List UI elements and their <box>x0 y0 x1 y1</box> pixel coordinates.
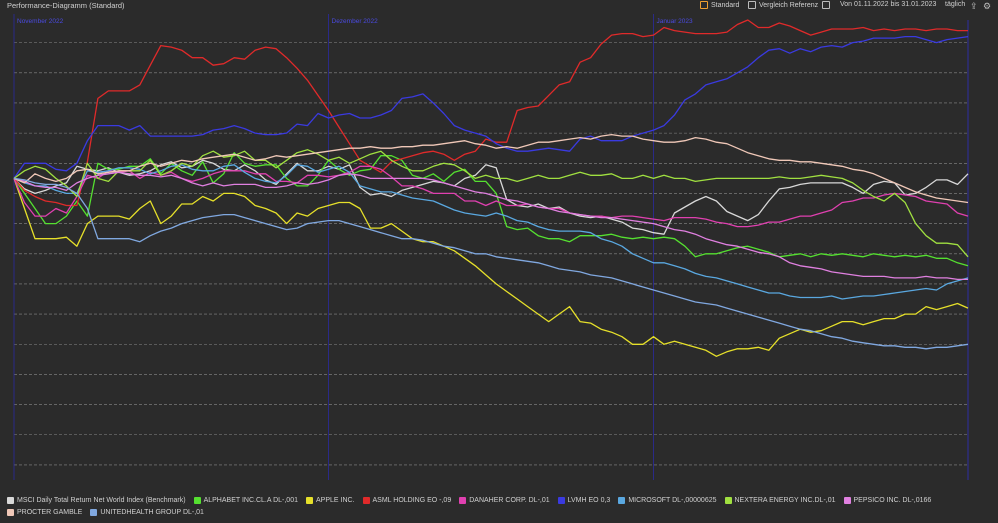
legend-item-nextera[interactable]: NEXTERA ENERGY INC.DL-,01 <box>724 496 836 504</box>
legend-label: NEXTERA ENERGY INC.DL-,01 <box>734 496 836 504</box>
interval-select[interactable]: täglich <box>945 1 966 8</box>
legend-label: MSCI Daily Total Return Net World Index … <box>17 496 186 504</box>
legend-item-alphabet[interactable]: ALPHABET INC.CL.A DL-,001 <box>193 496 298 504</box>
legend-swatch <box>193 496 201 504</box>
legend-label: PEPSICO INC. DL-,0166 <box>853 496 932 504</box>
legend-row-2: PROCTER GAMBLE UNITEDHEALTH GROUP DL-,01 <box>7 506 992 518</box>
compare-reference-toggle[interactable]: Vergleich Referenz <box>748 1 818 9</box>
date-range[interactable]: Von 01.11.2022 bis 31.01.2023 <box>840 1 937 8</box>
month-label: Januar 2023 <box>656 18 693 25</box>
legend-swatch <box>459 496 467 504</box>
grid-layer <box>14 20 969 480</box>
legend-swatch <box>90 508 98 516</box>
compare-label: Vergleich Referenz <box>759 1 819 9</box>
series-line-9 <box>13 133 969 204</box>
chart-toolbar: Performance-Diagramm (Standard) Standard… <box>0 0 998 14</box>
legend-label: UNITEDHEALTH GROUP DL-,01 <box>100 508 204 516</box>
series-layer <box>13 19 969 357</box>
performance-chart: November 2022 Dezember 2022 Januar 2023 <box>13 14 969 480</box>
legend-label: ASML HOLDING EO -,09 <box>372 496 452 504</box>
legend-label: MICROSOFT DL-,00000625 <box>628 496 717 504</box>
series-line-8 <box>13 171 968 281</box>
series-line-4 <box>13 165 969 228</box>
calendar-button[interactable] <box>822 1 833 9</box>
month-layer: November 2022 Dezember 2022 Januar 2023 <box>13 14 693 480</box>
standard-checkbox[interactable] <box>700 1 708 9</box>
chart-title: Performance-Diagramm (Standard) <box>7 1 125 10</box>
legend-swatch <box>557 496 565 504</box>
series-line-7 <box>13 149 969 258</box>
month-label: Dezember 2022 <box>332 18 379 25</box>
export-icon[interactable]: ⇪ <box>970 1 978 11</box>
series-line-2 <box>13 178 969 357</box>
series-line-5 <box>13 35 969 179</box>
legend-label: LVMH EO 0,3 <box>567 496 611 504</box>
standard-label: Standard <box>711 1 740 9</box>
legend-swatch <box>7 496 14 504</box>
legend-label: ALPHABET INC.CL.A DL-,001 <box>203 496 298 504</box>
calendar-icon <box>822 1 830 9</box>
legend-row-1: MSCI Daily Total Return Net World Index … <box>7 494 992 506</box>
legend-label: DANAHER CORP. DL-,01 <box>469 496 550 504</box>
legend-item-danaher[interactable]: DANAHER CORP. DL-,01 <box>459 496 550 504</box>
month-label: November 2022 <box>17 18 64 25</box>
series-line-1 <box>13 152 969 267</box>
legend-swatch <box>843 496 851 504</box>
gear-icon[interactable]: ⚙ <box>983 1 992 11</box>
series-line-6 <box>13 164 969 300</box>
legend-swatch <box>362 496 370 504</box>
chart-legend: MSCI Daily Total Return Net World Index … <box>7 494 992 518</box>
legend-swatch <box>724 496 732 504</box>
legend-item-procter[interactable]: PROCTER GAMBLE <box>7 508 83 516</box>
legend-swatch <box>7 508 14 516</box>
series-line-3 <box>13 19 968 207</box>
legend-swatch <box>306 496 313 504</box>
legend-label: PROCTER GAMBLE <box>17 508 83 516</box>
legend-label: APPLE INC. <box>316 496 355 504</box>
legend-item-unitedhealth[interactable]: UNITEDHEALTH GROUP DL-,01 <box>90 508 204 516</box>
legend-item-pepsico[interactable]: PEPSICO INC. DL-,0166 <box>843 496 932 504</box>
legend-item-lvmh[interactable]: LVMH EO 0,3 <box>557 496 611 504</box>
standard-toggle[interactable]: Standard <box>700 1 739 9</box>
legend-item-apple[interactable]: APPLE INC. <box>306 496 355 504</box>
legend-item-microsoft[interactable]: MICROSOFT DL-,00000625 <box>618 496 717 504</box>
compare-checkbox[interactable] <box>748 1 756 9</box>
series-line-10 <box>13 177 969 350</box>
legend-item-msci[interactable]: MSCI Daily Total Return Net World Index … <box>7 496 186 504</box>
legend-swatch <box>618 496 626 504</box>
legend-item-asml[interactable]: ASML HOLDING EO -,09 <box>362 496 452 504</box>
